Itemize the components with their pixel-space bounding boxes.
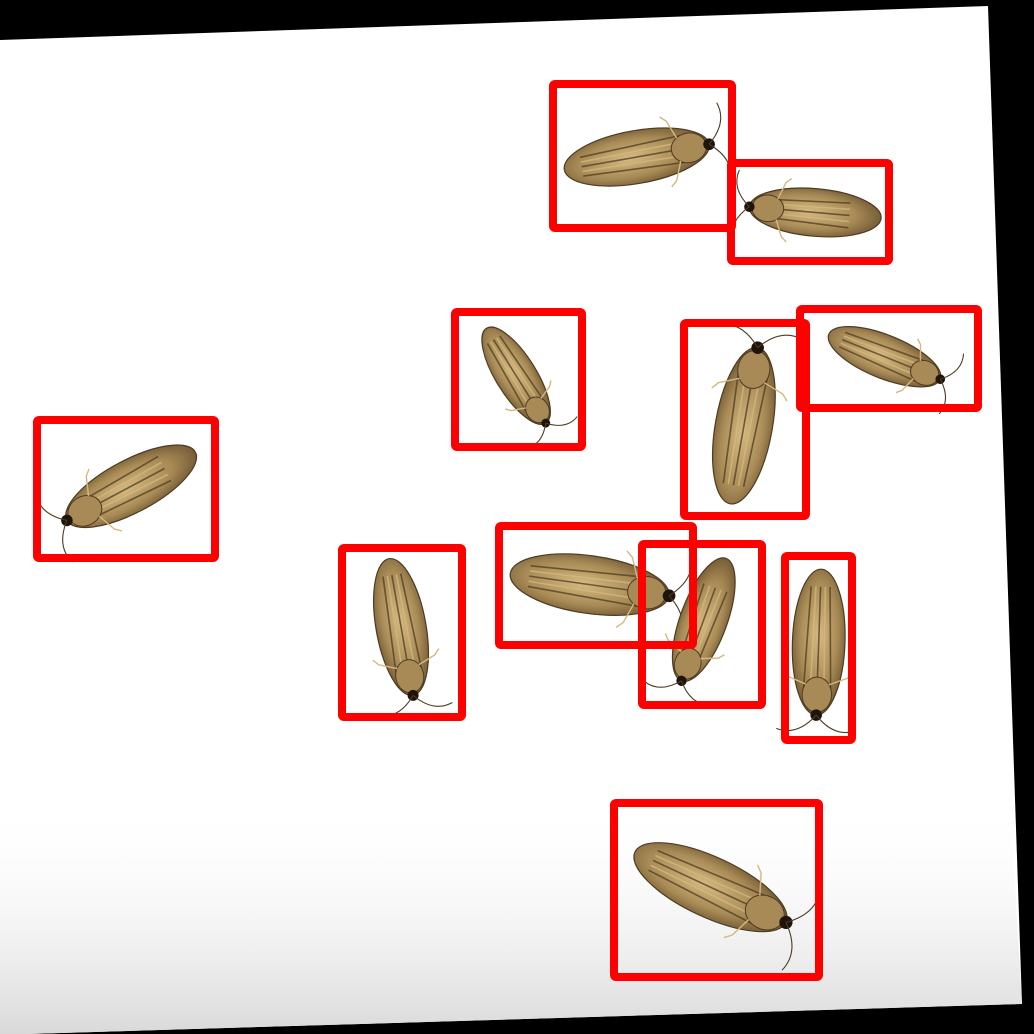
wing-stripe (528, 580, 643, 601)
wing-stripe (844, 331, 927, 363)
moth-specimen (509, 550, 693, 642)
wing-stripe (816, 586, 822, 692)
moth-specimen (776, 568, 856, 734)
moth-specimen (633, 842, 821, 971)
bounding-box (638, 540, 766, 709)
wing-stripe (809, 586, 817, 692)
wing-stripe (391, 574, 411, 674)
moth-leg (711, 377, 740, 389)
bounding-box (796, 305, 982, 412)
wing-stripe (581, 147, 687, 168)
wing-stripe (840, 342, 921, 378)
wing-stripe (648, 869, 756, 926)
wing-stripe (489, 341, 533, 412)
moth-specimen (827, 325, 965, 415)
wing-stripe (486, 343, 529, 414)
bounding-box (610, 799, 823, 981)
moth-specimen (711, 323, 803, 505)
wing-stripe (822, 586, 827, 693)
wing-stripe (399, 573, 423, 672)
wing-stripe (499, 335, 546, 403)
wing-stripe (655, 854, 766, 905)
moth-group (35, 102, 965, 971)
moth-leg (763, 382, 788, 402)
moth-specimen (372, 557, 453, 717)
wing-stripe (650, 864, 759, 919)
wing-stripe (737, 373, 762, 487)
wing-stripe (527, 585, 642, 608)
bounding-box (495, 522, 697, 649)
bounding-box (727, 159, 893, 265)
wing-stripe (652, 859, 763, 912)
moth-antenna (940, 353, 965, 380)
moth-leg (659, 116, 678, 139)
moth-leg (723, 919, 750, 939)
moth-head (676, 675, 687, 686)
moth-antenna (708, 102, 722, 145)
moth-specimen (643, 557, 736, 706)
wing-stripe (838, 346, 919, 384)
bounding-box (338, 544, 466, 721)
bounding-box (549, 80, 736, 232)
moth-leg (418, 648, 440, 666)
moth-leg (700, 654, 725, 660)
wing-stripe (530, 565, 646, 579)
bounding-box-group (33, 80, 982, 981)
wing-stripe (829, 587, 832, 693)
moth-antenna (781, 922, 793, 971)
moth-antenna (736, 169, 750, 208)
moth-antenna (545, 416, 578, 426)
moth-leg (98, 515, 123, 532)
wing-stripe (841, 338, 923, 373)
moth-leg (372, 659, 398, 670)
moth-antenna (643, 680, 682, 688)
bounding-box (680, 319, 810, 520)
moth-leg (671, 160, 682, 188)
wing-stripe (742, 375, 769, 488)
moth-leg (756, 864, 762, 896)
wing-stripe (657, 849, 769, 898)
wing-stripe (395, 574, 417, 673)
wing-stripe (583, 161, 689, 177)
moth-specimen (731, 169, 882, 243)
wing-stripe (802, 586, 812, 692)
bounding-box (451, 308, 586, 451)
bounding-box (33, 416, 219, 562)
wing-stripe (754, 206, 850, 217)
moth-leg (775, 219, 787, 243)
wing-stripe (529, 575, 644, 593)
moth-leg (85, 468, 90, 496)
wing-stripe (382, 576, 398, 676)
wing-stripe (732, 372, 755, 486)
moth-leg (917, 338, 922, 361)
moth-leg (777, 177, 793, 199)
moth-thorax (801, 676, 833, 713)
wing-stripe (579, 134, 684, 159)
moth-antenna (776, 714, 817, 732)
wing-stripe (843, 335, 925, 368)
wing-stripe (722, 369, 740, 484)
moth-specimen (481, 326, 578, 450)
wing-stripe (582, 154, 688, 173)
moth-specimen (563, 102, 732, 188)
sheet-shadow (0, 800, 1022, 1034)
moth-leg (504, 407, 526, 412)
wing-stripe (492, 339, 537, 409)
moth-leg (615, 603, 635, 628)
moth-antenna (412, 694, 453, 707)
wing-stripe (580, 140, 685, 163)
moth-leg (895, 378, 914, 394)
wing-stripe (727, 371, 747, 485)
moth-leg (540, 380, 552, 399)
bounding-box (781, 552, 856, 744)
wing-stripe (496, 337, 542, 406)
moth-leg (626, 550, 639, 579)
moth-specimen (35, 444, 198, 563)
wing-stripe (386, 575, 404, 675)
wing-stripe (529, 570, 645, 586)
